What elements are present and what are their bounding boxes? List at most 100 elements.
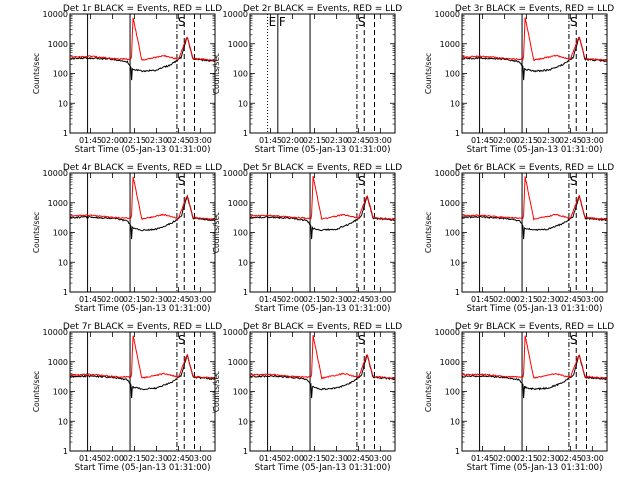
marker-label-s: S (178, 333, 186, 347)
x-tick-label: 01:45 (79, 454, 102, 463)
plot-frame (461, 13, 608, 134)
x-tick-label: 02:45 (167, 136, 190, 145)
marker-label-s: S (570, 15, 578, 29)
lld-series-line (250, 335, 396, 380)
x-tick-label: 02:45 (167, 295, 190, 304)
y-tick-label: 100 (445, 229, 460, 238)
x-tick-label: 02:30 (325, 295, 348, 304)
y-tick-label: 1000 (48, 199, 68, 208)
y-tick-label: 1 (455, 288, 460, 297)
y-tick-label: 10 (238, 99, 248, 108)
y-tick-label: 1 (63, 447, 68, 456)
x-tick-label: 02:45 (559, 295, 582, 304)
y-axis-label: Counts/sec (32, 371, 41, 412)
marker-label-s: S (358, 333, 366, 347)
y-tick-label: 100 (53, 229, 68, 238)
y-tick-label: 10 (450, 417, 460, 426)
x-tick-label: 02:15 (303, 454, 326, 463)
panel-det-1r: Det 1r BLACK = Events, RED = LLD 1 10 100 10… (32, 4, 222, 155)
plot-frame (461, 172, 608, 293)
x-tick-label: 03:00 (189, 136, 212, 145)
y-tick-label: 1000 (228, 199, 248, 208)
y-tick-label: 100 (53, 388, 68, 397)
lld-series-line (69, 335, 215, 380)
lld-series-line (461, 17, 608, 62)
x-tick-label: 02:15 (303, 136, 326, 145)
y-axis-label: Counts/sec (424, 212, 433, 253)
plot-frame (249, 172, 396, 293)
plot-frame (249, 331, 396, 452)
x-tick-label: 02:30 (537, 136, 560, 145)
y-tick-label: 100 (233, 70, 248, 79)
x-axis-label: Start Time (05-Jan-13 01:31:00) (467, 145, 603, 155)
x-tick-label: 03:00 (581, 136, 604, 145)
x-tick-label: 03:00 (369, 295, 392, 304)
panel-title: Det 1r BLACK = Events, RED = LLD (63, 4, 222, 14)
x-tick-label: 02:45 (559, 136, 582, 145)
x-tick-label: 02:00 (493, 295, 516, 304)
x-tick-label: 02:00 (493, 136, 516, 145)
x-tick-label: 02:30 (145, 454, 168, 463)
x-tick-label: 02:15 (515, 454, 538, 463)
marker-label-s: S (570, 333, 578, 347)
y-tick-label: 1000 (48, 40, 68, 49)
x-axis-label: Start Time (05-Jan-13 01:31:00) (467, 463, 603, 473)
marker-label-s: S (178, 15, 186, 29)
marker-label-s: S (178, 174, 186, 188)
x-tick-label: 01:45 (79, 295, 102, 304)
y-tick-label: 100 (445, 388, 460, 397)
panel-det-7r: Det 7r BLACK = Events, RED = LLD 1 10 100 10… (32, 322, 222, 473)
x-tick-label: 01:45 (471, 454, 494, 463)
x-tick-label: 01:45 (471, 136, 494, 145)
y-tick-label: 1 (455, 447, 460, 456)
y-tick-label: 100 (233, 388, 248, 397)
panel-title: Det 8r BLACK = Events, RED = LLD (243, 322, 402, 332)
x-tick-label: 01:45 (79, 136, 102, 145)
x-axis-label: Start Time (05-Jan-13 01:31:00) (75, 463, 211, 473)
y-tick-label: 10000 (435, 169, 460, 178)
panel-title: Det 3r BLACK = Events, RED = LLD (455, 4, 614, 14)
x-axis-label: Start Time (05-Jan-13 01:31:00) (467, 304, 603, 314)
lld-series-line (69, 17, 216, 62)
x-tick-label: 02:30 (325, 454, 348, 463)
panel-det-5r: Det 5r BLACK = Events, RED = LLD 1 10 100 10… (212, 163, 402, 314)
marker-label-s: S (358, 174, 366, 188)
y-tick-label: 100 (53, 70, 68, 79)
y-tick-label: 10000 (43, 328, 68, 337)
y-tick-label: 10000 (43, 10, 68, 19)
y-axis-label: Counts/sec (32, 212, 41, 253)
plot-frame (69, 331, 216, 452)
y-tick-label: 1 (63, 129, 68, 138)
y-tick-label: 1 (63, 288, 68, 297)
panel-det-9r: Det 9r BLACK = Events, RED = LLD 1 10 100 10… (424, 322, 614, 473)
y-axis-label: Counts/sec (212, 53, 221, 94)
x-tick-label: 02:00 (101, 295, 124, 304)
y-tick-label: 1000 (440, 199, 460, 208)
y-tick-label: 10000 (43, 169, 68, 178)
x-tick-label: 02:30 (145, 136, 168, 145)
y-tick-label: 10 (58, 258, 68, 267)
y-tick-label: 10 (58, 417, 68, 426)
x-tick-label: 02:30 (325, 136, 348, 145)
x-tick-label: 02:15 (515, 136, 538, 145)
x-tick-label: 02:45 (167, 454, 190, 463)
y-tick-label: 1 (243, 447, 248, 456)
x-axis-label: Start Time (05-Jan-13 01:31:00) (255, 463, 391, 473)
x-tick-label: 02:15 (123, 136, 146, 145)
y-tick-label: 1 (243, 129, 248, 138)
x-tick-label: 02:00 (281, 136, 304, 145)
x-tick-label: 03:00 (189, 295, 212, 304)
panel-title: Det 7r BLACK = Events, RED = LLD (63, 322, 222, 332)
panel-det-6r: Det 6r BLACK = Events, RED = LLD 1 10 100 10… (424, 163, 614, 314)
y-tick-label: 1000 (228, 40, 248, 49)
y-tick-label: 10 (238, 417, 248, 426)
y-tick-label: 10000 (223, 10, 248, 19)
lld-series-line (461, 335, 608, 380)
y-tick-label: 10000 (435, 328, 460, 337)
marker-label-f: F (279, 15, 286, 29)
x-tick-label: 02:15 (123, 295, 146, 304)
y-tick-label: 100 (445, 70, 460, 79)
x-tick-label: 02:45 (347, 295, 370, 304)
x-tick-label: 03:00 (581, 454, 604, 463)
